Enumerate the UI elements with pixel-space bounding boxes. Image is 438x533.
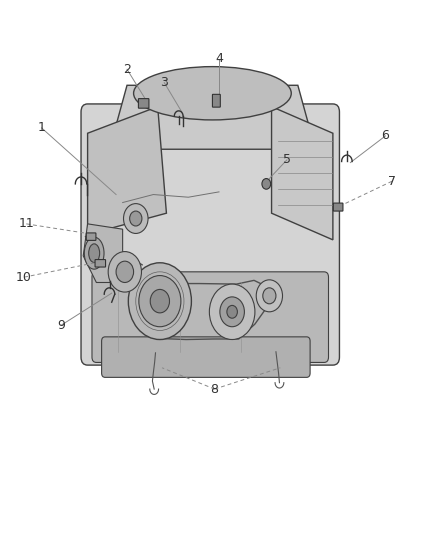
Ellipse shape — [134, 67, 291, 120]
Circle shape — [209, 284, 255, 340]
FancyBboxPatch shape — [81, 104, 339, 365]
Text: 11: 11 — [18, 217, 34, 230]
Polygon shape — [272, 107, 333, 240]
Circle shape — [128, 263, 191, 340]
FancyBboxPatch shape — [102, 337, 310, 377]
Circle shape — [256, 280, 283, 312]
Circle shape — [150, 289, 170, 313]
Ellipse shape — [88, 244, 99, 263]
Text: 8: 8 — [211, 383, 219, 395]
Text: 2: 2 — [123, 63, 131, 76]
Circle shape — [262, 179, 271, 189]
Text: 4: 4 — [215, 52, 223, 65]
FancyBboxPatch shape — [95, 260, 106, 267]
Text: 1: 1 — [38, 122, 46, 134]
FancyBboxPatch shape — [92, 272, 328, 362]
Circle shape — [139, 276, 181, 327]
FancyBboxPatch shape — [212, 94, 220, 107]
Polygon shape — [83, 224, 123, 282]
Text: 3: 3 — [160, 76, 168, 89]
Circle shape — [124, 204, 148, 233]
Text: 10: 10 — [16, 271, 32, 284]
Polygon shape — [88, 107, 166, 235]
FancyBboxPatch shape — [333, 203, 343, 211]
Text: 5: 5 — [283, 154, 291, 166]
Text: 9: 9 — [57, 319, 65, 332]
Circle shape — [108, 252, 141, 292]
Circle shape — [220, 297, 244, 327]
Circle shape — [263, 288, 276, 304]
Text: 6: 6 — [381, 130, 389, 142]
FancyBboxPatch shape — [86, 233, 96, 240]
Ellipse shape — [84, 237, 104, 269]
Circle shape — [116, 261, 134, 282]
Polygon shape — [110, 85, 315, 149]
FancyBboxPatch shape — [138, 99, 149, 108]
Text: 7: 7 — [388, 175, 396, 188]
Circle shape — [227, 305, 237, 318]
Circle shape — [130, 211, 142, 226]
